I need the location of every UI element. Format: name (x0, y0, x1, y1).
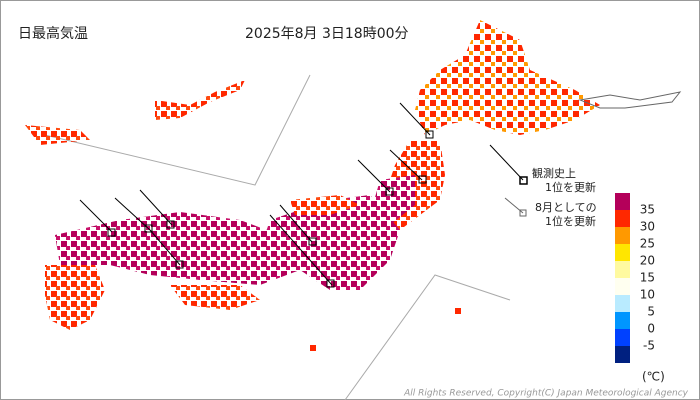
legend-label: 0 (647, 322, 655, 336)
islands (25, 80, 461, 351)
legend-swatch (615, 346, 630, 363)
legend-label: 30 (640, 220, 655, 234)
legend-unit: (℃) (642, 370, 665, 384)
note-line: 1位を更新 (545, 180, 596, 194)
shikoku (170, 285, 260, 310)
legend-swatch (615, 278, 630, 295)
legend-label: 25 (640, 237, 655, 251)
west-honshu (55, 212, 300, 285)
note-line: 観測史上 (532, 166, 576, 180)
legend-swatch (615, 227, 630, 244)
hokuriku (290, 195, 360, 215)
legend: 35 30 25 20 15 10 5 0 -5 (615, 193, 655, 363)
kyushu (45, 265, 105, 330)
legend-label: 35 (640, 203, 655, 217)
note-line: 8月としての (535, 201, 597, 214)
legend-swatch (615, 193, 630, 210)
hokkaido (415, 20, 682, 135)
record-markers (79, 102, 528, 288)
legend-label: 10 (640, 288, 655, 302)
copyright: All Rights Reserved, Copyright(C) Japan … (403, 389, 689, 399)
legend-label: 5 (647, 305, 655, 319)
legend-swatch (615, 244, 630, 261)
inset-lines (44, 74, 511, 400)
legend-swatch (615, 261, 630, 278)
legend-swatch (615, 329, 630, 346)
timestamp: 2025年8月 3日18時00分 (245, 26, 409, 42)
legend-label: 20 (640, 254, 655, 268)
legend-swatch (615, 210, 630, 227)
legend-swatch (615, 312, 630, 329)
legend-label: 15 (640, 271, 655, 285)
legend-label: -5 (643, 339, 655, 353)
note-line: 1位を更新 (545, 214, 596, 228)
legend-swatch (615, 295, 630, 312)
title: 日最高気温 (18, 25, 88, 42)
